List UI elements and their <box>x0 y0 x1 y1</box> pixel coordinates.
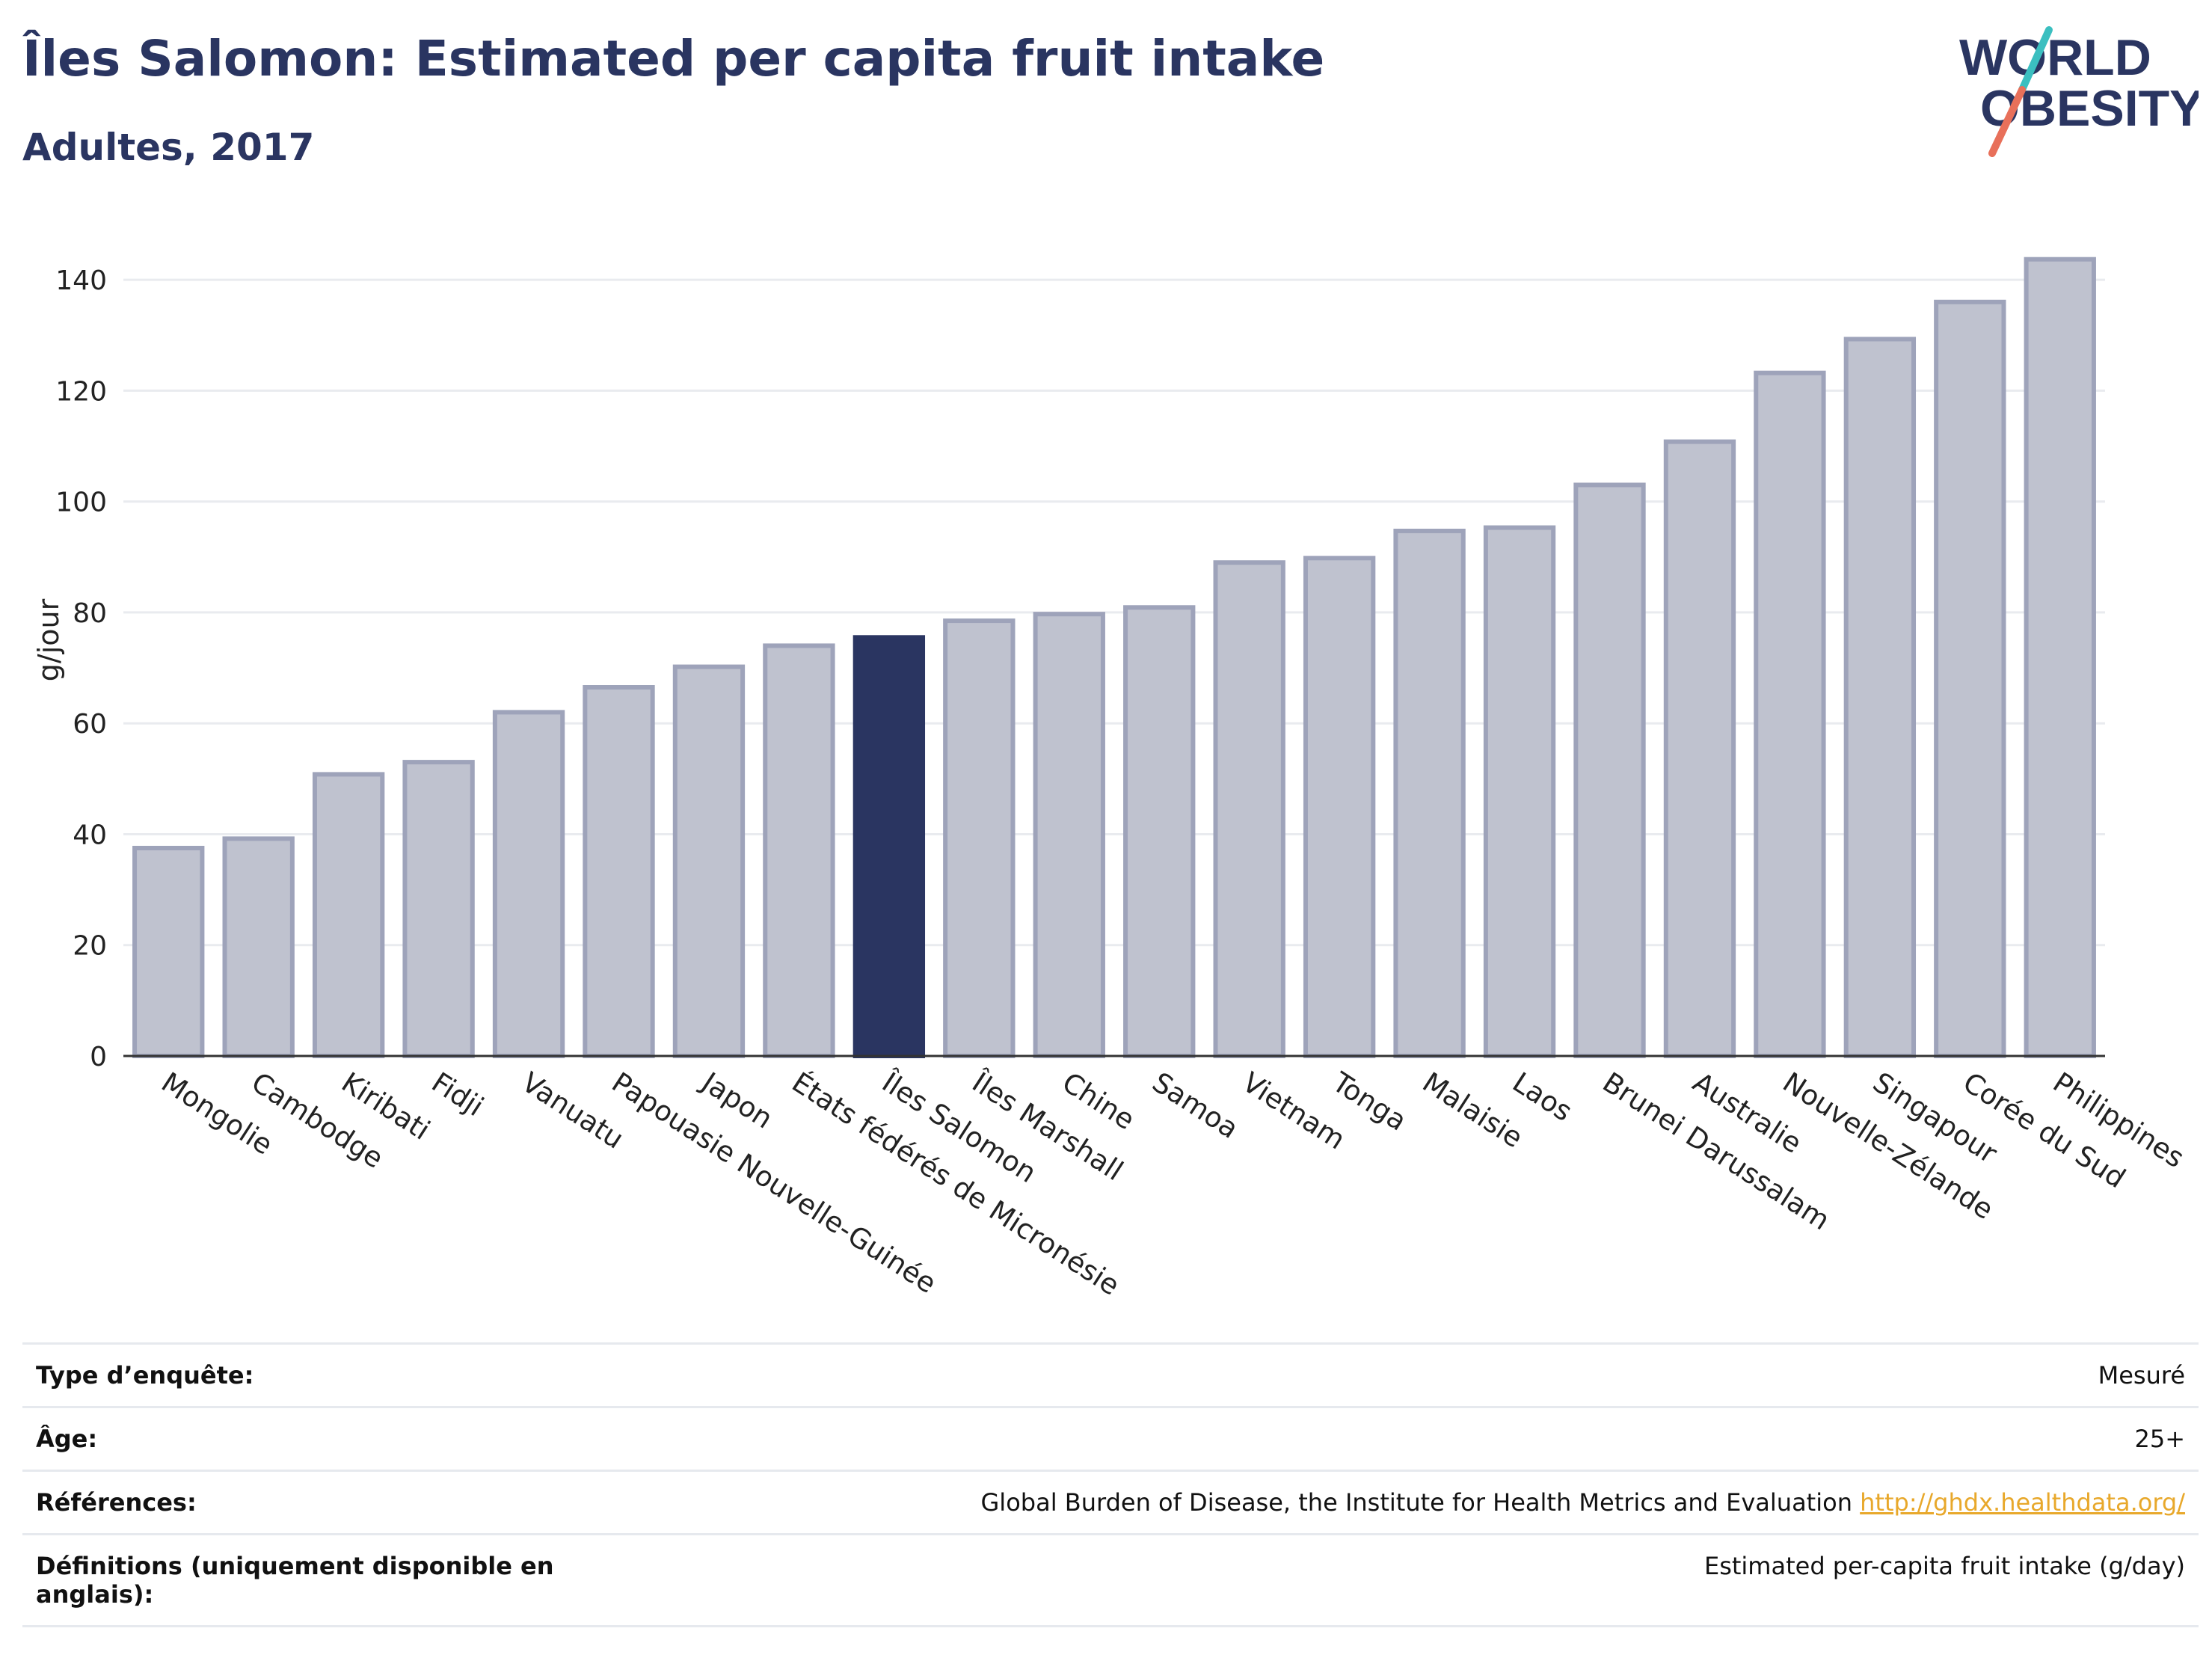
y-axis-label: g/jour <box>32 598 65 681</box>
bar <box>1663 439 1736 1058</box>
bar <box>943 618 1016 1058</box>
bars <box>132 257 2096 1059</box>
info-value-text: Global Burden of Disease, the Institute … <box>980 1488 1852 1517</box>
info-value: Mesuré <box>567 1342 2199 1408</box>
info-value-text: Estimated per-capita fruit intake (g/day… <box>1703 1552 2185 1580</box>
bar <box>312 772 385 1059</box>
bar <box>222 836 295 1058</box>
bar <box>1934 299 2006 1058</box>
bar <box>1483 525 1556 1058</box>
x-tick-label: Vietnam <box>1237 1066 1351 1155</box>
info-row: Références: Global Burden of Disease, the… <box>22 1470 2199 1535</box>
x-tick-label: Samoa <box>1146 1066 1244 1145</box>
chart-subtitle: Adultes, 2017 <box>22 126 315 169</box>
info-key: Type d’enquête: <box>22 1342 567 1408</box>
info-table: Type d’enquête: Mesuré Âge: 25+ Références: G… <box>22 1342 2199 1627</box>
y-tick-label: 40 <box>73 820 107 850</box>
info-value-text: Mesuré <box>2098 1361 2185 1390</box>
bar <box>583 685 655 1058</box>
bar <box>1573 482 1646 1058</box>
bar <box>1123 605 1196 1058</box>
bar <box>852 635 926 1058</box>
x-tick-label: Fidji <box>426 1066 490 1123</box>
info-row: Type d’enquête: Mesuré <box>22 1342 2199 1408</box>
y-tick-label: 0 <box>90 1042 107 1072</box>
y-tick-label: 20 <box>73 931 107 962</box>
bar <box>1033 612 1105 1058</box>
y-tick-label: 140 <box>55 265 107 296</box>
chart-title: Îles Salomon: Estimated per capita fruit… <box>22 30 1325 87</box>
logo-slash-top <box>2018 26 2053 93</box>
y-tick-label: 100 <box>55 488 107 518</box>
x-tick-label: Laos <box>1507 1066 1578 1127</box>
info-value-text: 25+ <box>2134 1425 2185 1453</box>
info-value: 25+ <box>567 1406 2199 1472</box>
bar <box>132 846 205 1058</box>
info-value: Estimated per-capita fruit intake (g/day… <box>567 1533 2199 1627</box>
bar <box>1213 560 1285 1058</box>
world-obesity-logo: WORLD OBESITY <box>1959 26 2199 157</box>
bar <box>1843 337 1917 1058</box>
info-key: Âge: <box>22 1406 567 1472</box>
logo-slash-bottom <box>1988 86 2026 157</box>
info-key: Références: <box>22 1470 567 1535</box>
bar <box>492 710 565 1059</box>
info-row: Âge: 25+ <box>22 1406 2199 1472</box>
bar <box>763 643 835 1058</box>
bar <box>1754 370 1826 1059</box>
x-tick-label: Malaisie <box>1417 1066 1529 1154</box>
bar-chart: 020406080100120140g/jourMongolieCambodge… <box>32 257 2190 1302</box>
y-tick-label: 80 <box>73 598 107 629</box>
x-tick-label: Vanuatu <box>516 1066 629 1155</box>
info-row: Définitions (uniquement disponible en an… <box>22 1533 2199 1627</box>
reference-link[interactable]: http://ghdx.healthdata.org/ <box>1860 1488 2185 1517</box>
bar <box>672 664 746 1058</box>
bar <box>402 760 475 1058</box>
logo-word-world: WORLD <box>1959 29 2151 86</box>
y-tick-label: 60 <box>73 709 107 740</box>
info-key: Définitions (uniquement disponible en an… <box>22 1533 567 1627</box>
bar <box>2024 257 2096 1059</box>
x-tick-label: Îles Marshall <box>966 1065 1129 1187</box>
info-value: Global Burden of Disease, the Institute … <box>567 1470 2199 1535</box>
bar <box>1393 528 1466 1058</box>
y-tick-label: 120 <box>55 376 107 407</box>
bar <box>1303 556 1376 1058</box>
